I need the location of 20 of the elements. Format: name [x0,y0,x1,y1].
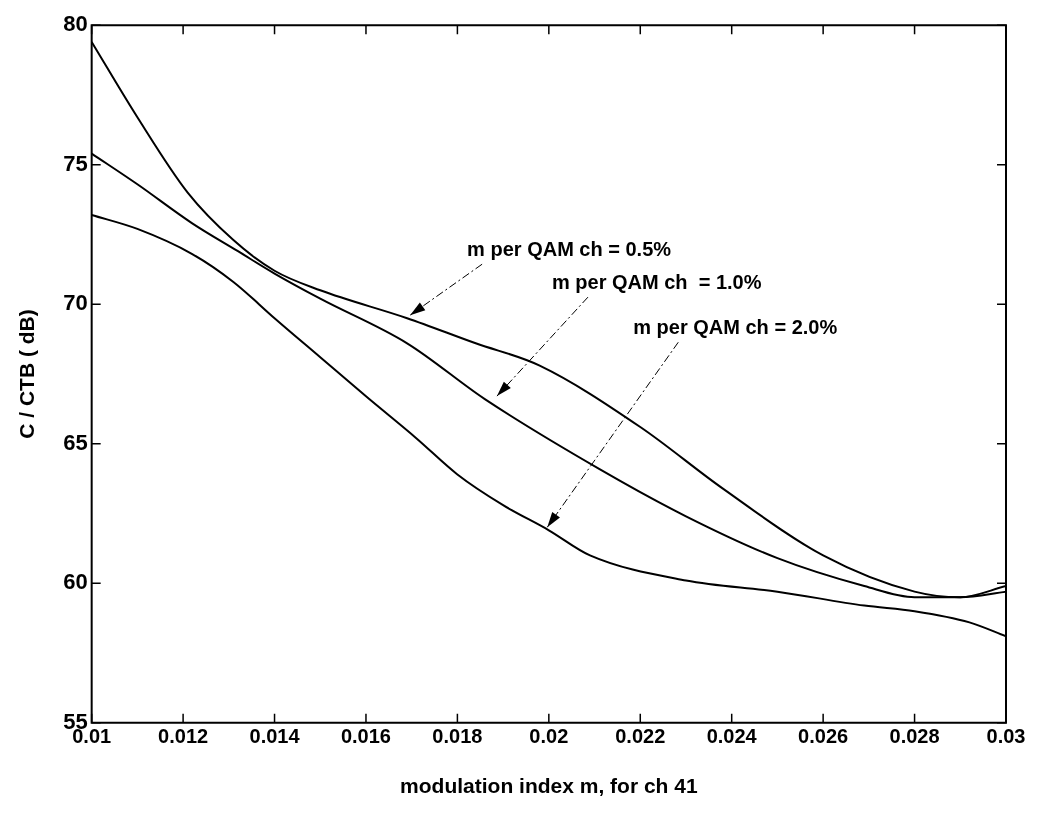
annotation: m per QAM ch = 1.0% [551,271,762,294]
x-tick-label: 0.012 [158,725,209,748]
x-tick-label: 0.028 [889,725,940,748]
x-axis-title: modulation index m, for ch 41 [400,774,698,798]
x-tick-label: 0.03 [986,725,1026,748]
x-tick-label: 0.024 [706,725,758,748]
annotation: m per QAM ch = 0.5% [467,238,672,261]
x-tick-label: 0.026 [798,725,849,748]
y-tick-label: 70 [63,290,88,316]
annotation: m per QAM ch = 2.0% [633,316,838,339]
y-tick-label: 75 [63,150,88,176]
x-tick-label: 0.02 [529,725,569,748]
x-tick-label: 0.014 [249,725,301,748]
y-axis-title: C / CTB ( dB) [15,309,39,439]
x-tick-label: 0.022 [615,725,666,748]
x-tick-label: 0.016 [340,725,391,748]
y-tick-label: 60 [63,569,88,595]
y-tick-label: 80 [63,11,88,37]
y-tick-label: 65 [63,429,88,455]
x-tick-label: 0.018 [432,725,483,748]
